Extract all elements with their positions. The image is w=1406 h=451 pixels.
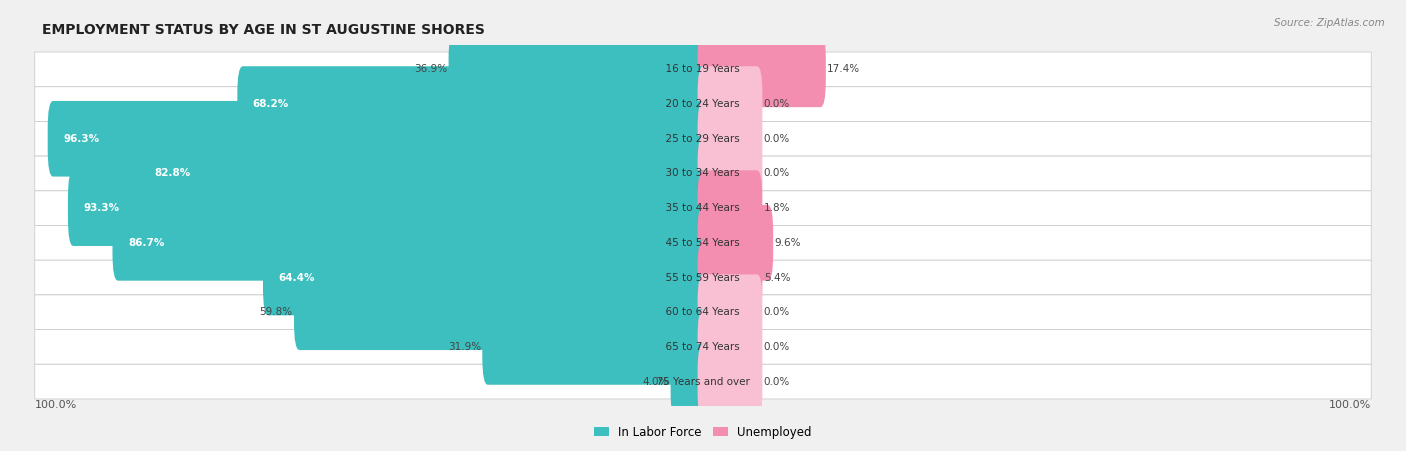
Text: 31.9%: 31.9% [449,342,481,352]
Text: 0.0%: 0.0% [763,99,790,109]
FancyBboxPatch shape [35,52,1371,87]
FancyBboxPatch shape [449,32,709,107]
Text: 16 to 19 Years: 16 to 19 Years [659,64,747,74]
Text: 1.8%: 1.8% [763,203,790,213]
Legend: In Labor Force, Unemployed: In Labor Force, Unemployed [589,421,817,443]
FancyBboxPatch shape [35,295,1371,330]
Text: Source: ZipAtlas.com: Source: ZipAtlas.com [1274,18,1385,28]
FancyBboxPatch shape [139,136,709,211]
FancyBboxPatch shape [263,240,709,315]
FancyBboxPatch shape [697,170,762,246]
Text: 0.0%: 0.0% [763,342,790,352]
Text: 35 to 44 Years: 35 to 44 Years [659,203,747,213]
Text: 65 to 74 Years: 65 to 74 Years [659,342,747,352]
FancyBboxPatch shape [697,309,762,385]
FancyBboxPatch shape [35,226,1371,260]
Text: 9.6%: 9.6% [775,238,801,248]
Text: 25 to 29 Years: 25 to 29 Years [659,134,747,144]
Text: 0.0%: 0.0% [763,377,790,387]
Text: 68.2%: 68.2% [253,99,290,109]
Text: 100.0%: 100.0% [35,400,77,410]
Text: 17.4%: 17.4% [827,64,860,74]
Text: 96.3%: 96.3% [63,134,100,144]
FancyBboxPatch shape [48,101,709,177]
FancyBboxPatch shape [35,87,1371,121]
FancyBboxPatch shape [697,274,762,350]
Text: 0.0%: 0.0% [763,307,790,317]
Text: EMPLOYMENT STATUS BY AGE IN ST AUGUSTINE SHORES: EMPLOYMENT STATUS BY AGE IN ST AUGUSTINE… [42,23,485,37]
FancyBboxPatch shape [697,66,762,142]
FancyBboxPatch shape [35,330,1371,364]
FancyBboxPatch shape [35,121,1371,156]
FancyBboxPatch shape [35,364,1371,399]
Text: 30 to 34 Years: 30 to 34 Years [659,169,747,179]
Text: 59.8%: 59.8% [260,307,292,317]
Text: 45 to 54 Years: 45 to 54 Years [659,238,747,248]
Text: 60 to 64 Years: 60 to 64 Years [659,307,747,317]
FancyBboxPatch shape [35,156,1371,191]
Text: 4.0%: 4.0% [643,377,669,387]
FancyBboxPatch shape [697,136,762,211]
Text: 82.8%: 82.8% [155,169,191,179]
Text: 20 to 24 Years: 20 to 24 Years [659,99,747,109]
Text: 86.7%: 86.7% [128,238,165,248]
FancyBboxPatch shape [697,205,773,281]
FancyBboxPatch shape [671,344,709,419]
Text: 64.4%: 64.4% [278,272,315,282]
Text: 55 to 59 Years: 55 to 59 Years [659,272,747,282]
FancyBboxPatch shape [35,260,1371,295]
Text: 5.4%: 5.4% [763,272,790,282]
Text: 93.3%: 93.3% [83,203,120,213]
Text: 100.0%: 100.0% [1329,400,1371,410]
FancyBboxPatch shape [112,205,709,281]
Text: 0.0%: 0.0% [763,134,790,144]
Text: 0.0%: 0.0% [763,169,790,179]
FancyBboxPatch shape [294,274,709,350]
FancyBboxPatch shape [67,170,709,246]
FancyBboxPatch shape [238,66,709,142]
FancyBboxPatch shape [35,191,1371,226]
Text: 36.9%: 36.9% [415,64,447,74]
FancyBboxPatch shape [697,32,825,107]
FancyBboxPatch shape [697,344,762,419]
FancyBboxPatch shape [697,240,762,315]
FancyBboxPatch shape [482,309,709,385]
FancyBboxPatch shape [697,101,762,177]
Text: 75 Years and over: 75 Years and over [650,377,756,387]
